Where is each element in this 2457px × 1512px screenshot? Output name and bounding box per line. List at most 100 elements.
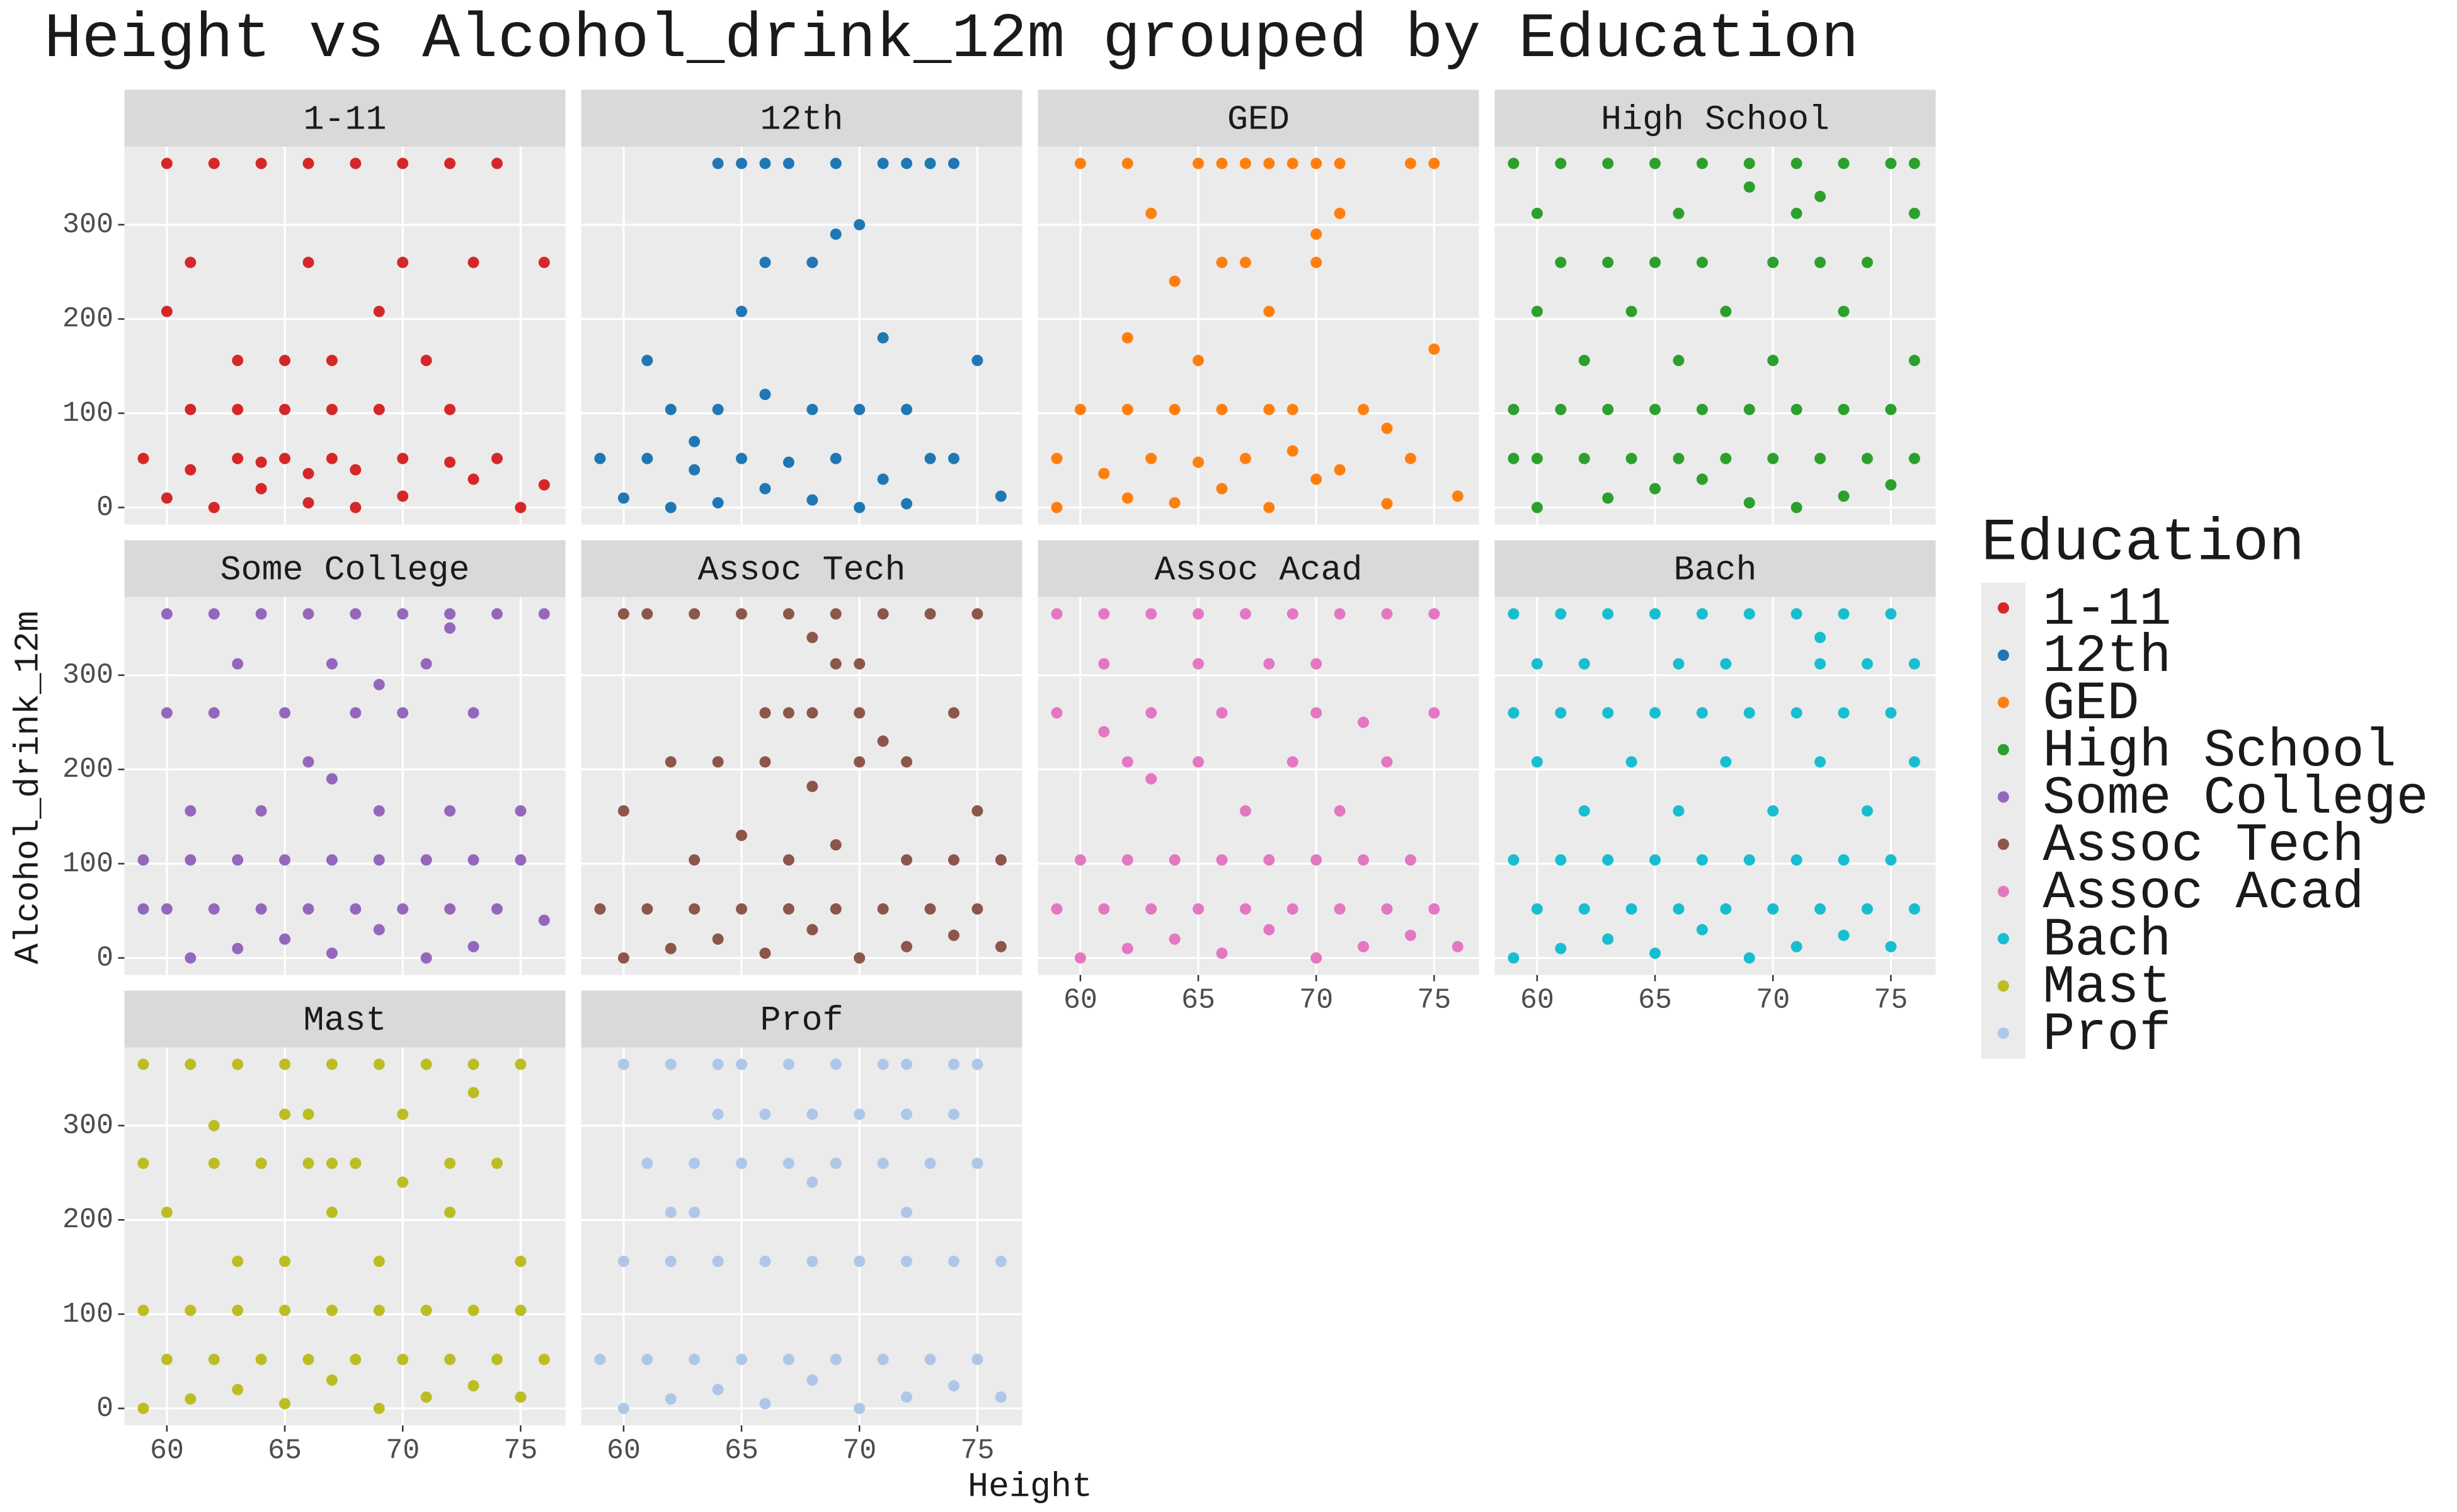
point	[1625, 756, 1637, 768]
point	[1578, 805, 1590, 817]
point	[1555, 256, 1567, 268]
point	[515, 854, 527, 866]
point	[1531, 903, 1543, 915]
point	[1381, 903, 1393, 915]
point	[948, 1058, 959, 1070]
point	[830, 1157, 842, 1169]
point	[444, 158, 456, 169]
point	[1239, 903, 1251, 915]
point	[1696, 403, 1708, 415]
point	[1428, 707, 1440, 719]
point	[830, 839, 842, 851]
point	[444, 1206, 456, 1218]
x-axis-label: Height	[968, 1467, 1092, 1507]
panel	[1038, 597, 1479, 975]
point	[279, 1058, 291, 1070]
point	[137, 1402, 149, 1414]
point	[1649, 854, 1661, 866]
point	[515, 1256, 527, 1268]
point	[1193, 658, 1205, 670]
point	[302, 1157, 314, 1169]
point	[279, 1304, 291, 1316]
point	[1358, 716, 1370, 728]
point	[1908, 903, 1920, 915]
point	[1239, 256, 1251, 268]
point	[1216, 707, 1228, 719]
point	[491, 1353, 503, 1365]
point	[830, 1058, 842, 1070]
point	[279, 355, 291, 367]
point	[759, 1108, 771, 1120]
point	[1673, 903, 1685, 915]
point	[1696, 256, 1708, 268]
point	[689, 435, 701, 447]
point	[806, 707, 818, 719]
point	[491, 452, 503, 464]
point	[854, 756, 866, 768]
x-tick-label: 70	[1756, 984, 1790, 1016]
point	[1885, 941, 1897, 953]
point	[444, 903, 456, 915]
point	[1578, 355, 1590, 367]
point	[948, 1256, 959, 1268]
strip-label: High School	[1601, 100, 1830, 140]
point	[1743, 158, 1755, 169]
point	[326, 948, 338, 959]
point	[877, 158, 889, 169]
point	[689, 464, 701, 476]
point	[232, 658, 244, 670]
point	[1602, 854, 1614, 866]
legend-label: Assoc Tech	[2043, 815, 2364, 876]
point	[1673, 658, 1685, 670]
point	[782, 903, 794, 915]
point	[467, 1087, 479, 1099]
point	[1696, 707, 1708, 719]
point	[1743, 403, 1755, 415]
point	[444, 1353, 456, 1365]
point	[1263, 158, 1275, 169]
point	[302, 1353, 314, 1365]
point	[279, 933, 291, 945]
point	[1310, 707, 1322, 719]
legend-key	[1998, 602, 2009, 614]
point	[924, 1353, 936, 1365]
point	[397, 707, 409, 719]
point	[1814, 631, 1826, 643]
strip-label: Prof	[760, 1001, 843, 1041]
point	[515, 501, 527, 513]
strip	[1038, 540, 1479, 597]
point	[444, 805, 456, 817]
point	[971, 608, 983, 620]
y-tick-label: 200	[62, 1204, 113, 1236]
y-tick-label: 300	[62, 1110, 113, 1142]
point	[1790, 941, 1802, 953]
legend-key	[1998, 1028, 2009, 1040]
point	[1074, 952, 1086, 964]
point	[971, 903, 983, 915]
point	[1696, 854, 1708, 866]
point	[373, 924, 385, 936]
point	[830, 903, 842, 915]
strip-label: 12th	[760, 100, 843, 140]
legend-label: GED	[2043, 673, 2139, 735]
point	[1673, 207, 1685, 219]
point	[901, 1058, 913, 1070]
point	[326, 773, 338, 785]
point	[350, 464, 362, 476]
point	[901, 941, 913, 953]
point	[901, 403, 913, 415]
point	[782, 854, 794, 866]
point	[1334, 207, 1346, 219]
point	[1263, 658, 1275, 670]
legend-key	[1998, 697, 2009, 708]
point	[1602, 608, 1614, 620]
point	[1051, 903, 1063, 915]
panel	[124, 146, 566, 525]
point	[806, 494, 818, 506]
point	[255, 483, 267, 495]
panel	[581, 146, 1022, 525]
point	[185, 403, 197, 415]
point	[444, 622, 456, 634]
point	[302, 467, 314, 479]
